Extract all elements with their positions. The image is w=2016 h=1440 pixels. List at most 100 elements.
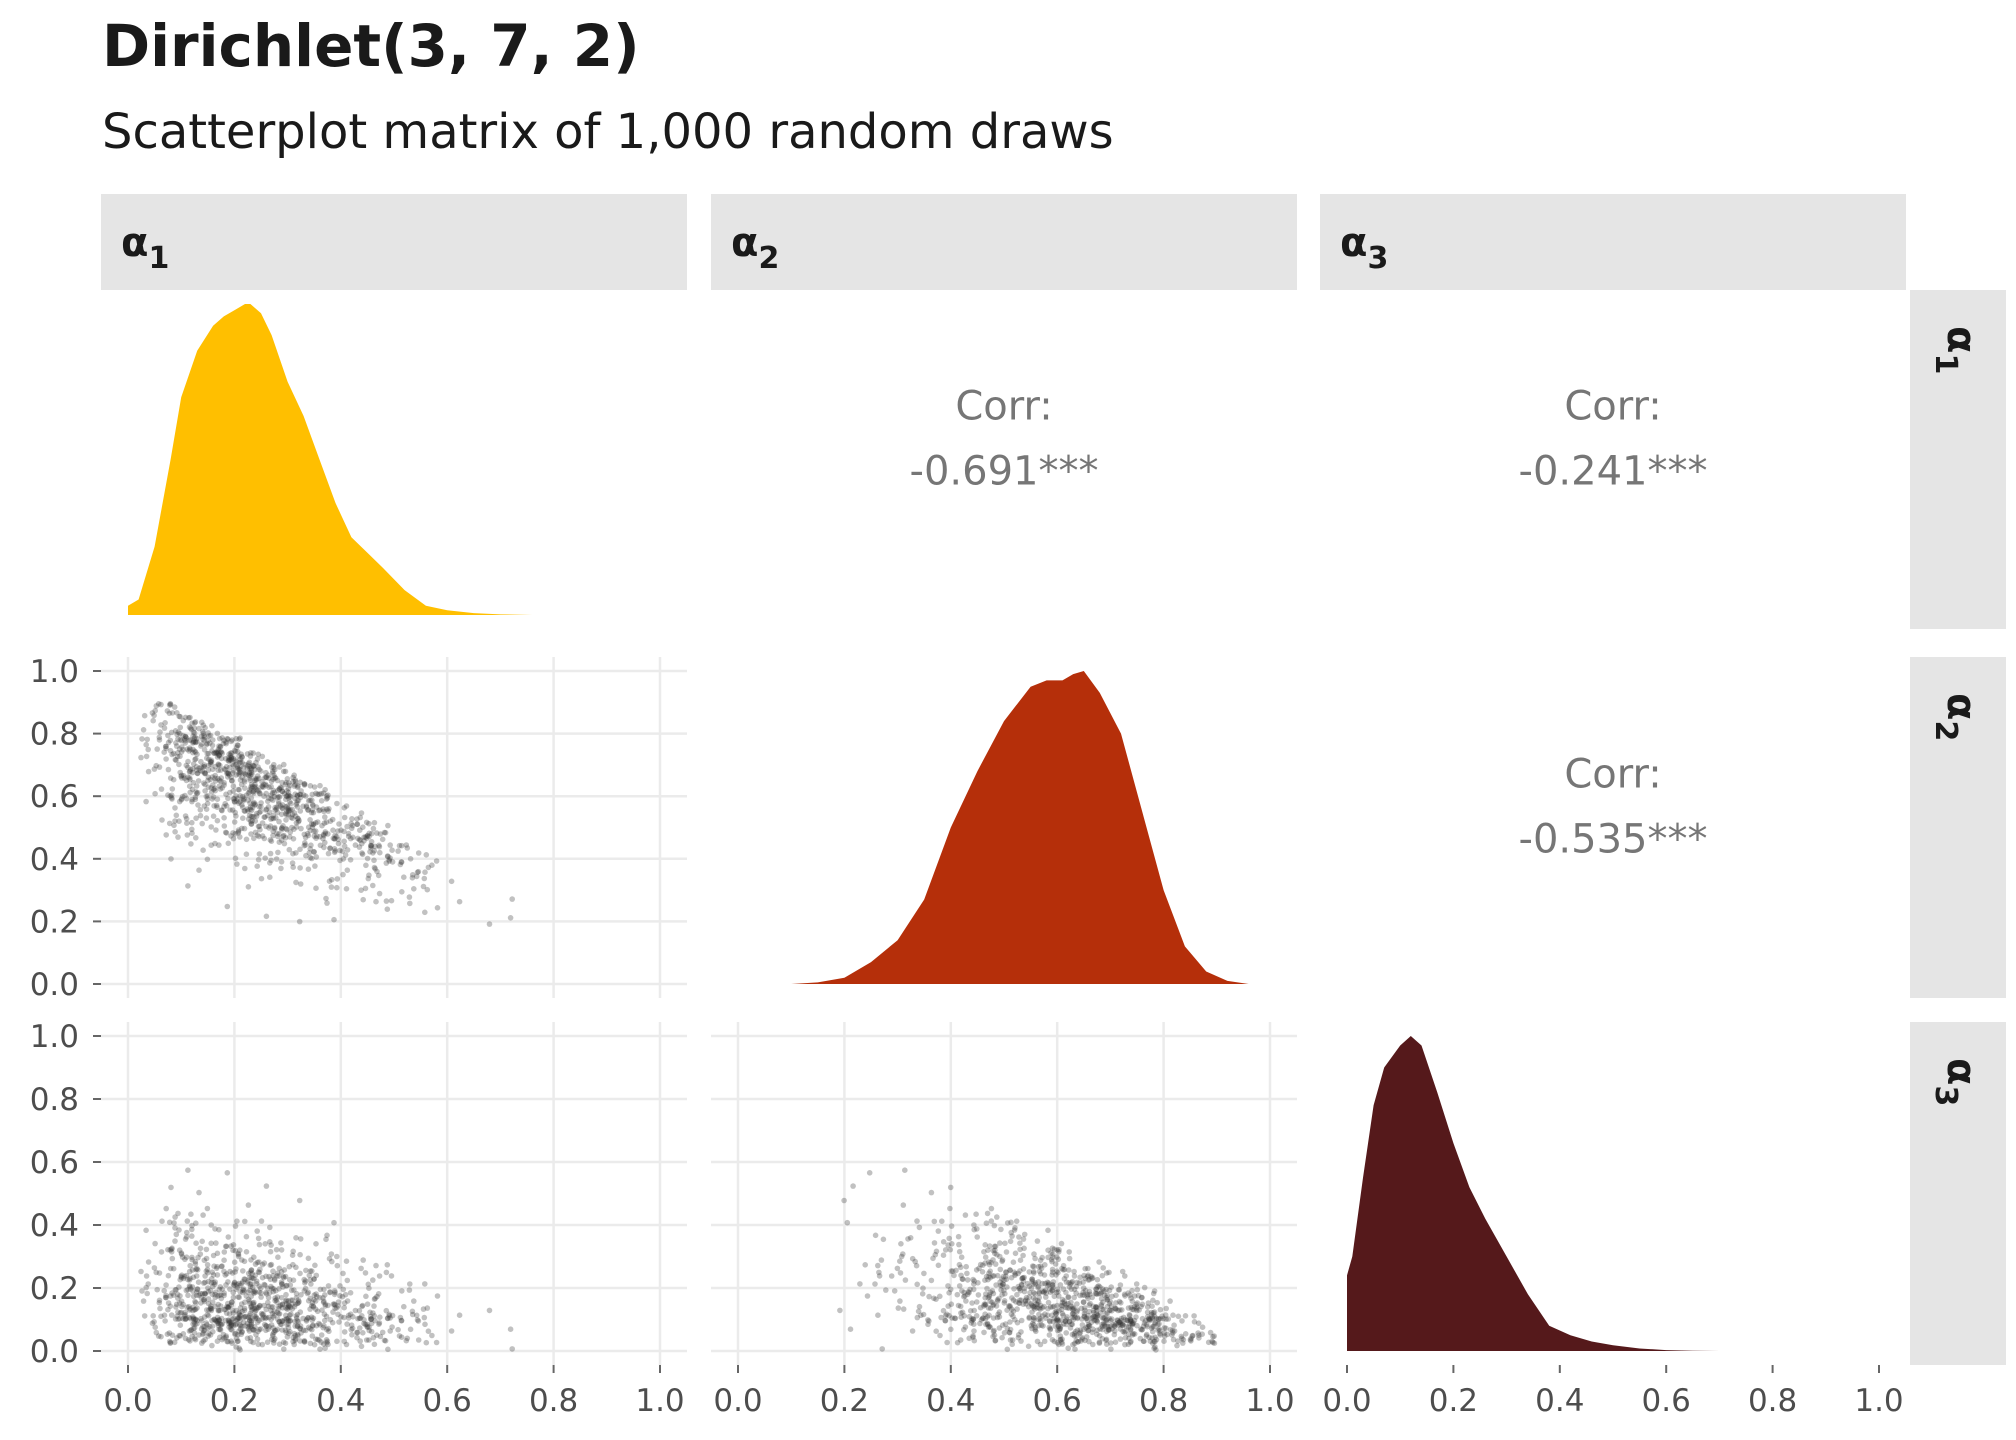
data-point [1108, 1284, 1114, 1290]
data-point [167, 1265, 174, 1272]
data-point [241, 825, 248, 832]
data-point [140, 727, 147, 733]
data-point [162, 1294, 169, 1301]
data-point [251, 1306, 258, 1312]
data-point [215, 1301, 221, 1308]
column-strip-subscript-a3: 3 [1367, 241, 1388, 276]
data-point [225, 769, 231, 776]
data-point [1163, 1325, 1169, 1331]
data-point [236, 1345, 242, 1351]
data-point [324, 793, 330, 799]
data-point [185, 883, 191, 889]
chart-subtitle: Scatterplot matrix of 1,000 random draws [102, 104, 1114, 160]
data-point [507, 915, 514, 921]
data-point [243, 1293, 250, 1299]
data-point [339, 848, 346, 854]
data-point [1063, 1304, 1069, 1311]
data-point [253, 1314, 259, 1320]
data-point [209, 742, 216, 749]
data-point [210, 794, 217, 800]
data-point [345, 1312, 352, 1319]
data-point [231, 795, 238, 802]
data-point [918, 1312, 924, 1319]
data-point [163, 745, 169, 752]
data-point [192, 1261, 199, 1267]
data-point [245, 790, 252, 796]
panel-r2-c2 [791, 671, 1249, 984]
data-point [1133, 1314, 1139, 1320]
data-point [210, 1283, 216, 1290]
data-point [1169, 1327, 1176, 1334]
data-point [250, 789, 256, 795]
data-point [1009, 1341, 1015, 1348]
data-point [247, 1281, 253, 1287]
data-point [1098, 1289, 1105, 1295]
data-point [173, 1287, 179, 1293]
data-point [1122, 1341, 1128, 1348]
data-point [214, 1318, 221, 1325]
data-point [341, 843, 348, 849]
data-point [316, 1337, 322, 1343]
data-point [287, 1312, 293, 1318]
data-point [278, 785, 285, 791]
data-point [942, 1317, 948, 1324]
data-point [1009, 1337, 1016, 1343]
data-point [323, 1313, 330, 1320]
data-point [276, 764, 283, 770]
data-point [1084, 1315, 1090, 1321]
corr-label: Corr: [1564, 752, 1661, 798]
data-point [1114, 1317, 1121, 1324]
data-point [297, 791, 303, 798]
data-point [211, 1263, 217, 1269]
data-point [241, 1314, 247, 1321]
data-point [1053, 1272, 1059, 1278]
data-point [326, 1255, 333, 1262]
data-point [1080, 1299, 1087, 1305]
data-point [290, 1248, 297, 1255]
data-point [300, 1327, 307, 1333]
data-point [1094, 1291, 1100, 1297]
data-point [187, 725, 194, 731]
data-point [271, 772, 277, 779]
data-point [325, 1302, 331, 1309]
data-point [1179, 1318, 1185, 1324]
data-point [272, 1335, 278, 1342]
data-point [258, 1326, 264, 1332]
data-point [1059, 1341, 1066, 1347]
data-point [955, 1302, 962, 1309]
data-point [368, 838, 375, 845]
data-point [1022, 1298, 1029, 1304]
data-point [341, 838, 348, 845]
data-point [1112, 1305, 1118, 1311]
data-point [279, 779, 285, 786]
data-point [245, 1323, 251, 1330]
data-point [1207, 1329, 1214, 1336]
data-point [1032, 1280, 1039, 1286]
data-point [1174, 1342, 1180, 1349]
data-point [1153, 1315, 1160, 1322]
data-point [1065, 1345, 1071, 1351]
data-point [364, 1324, 371, 1331]
data-point [190, 761, 197, 767]
data-point [252, 801, 259, 807]
data-point [1043, 1294, 1049, 1300]
data-point [307, 1340, 314, 1347]
data-point [1117, 1321, 1124, 1327]
data-point [221, 1268, 227, 1275]
data-point [293, 879, 299, 886]
data-point [234, 764, 241, 770]
data-point [1120, 1314, 1127, 1321]
data-point [1021, 1274, 1027, 1281]
data-point [257, 1266, 263, 1273]
data-point [271, 1308, 278, 1314]
data-point [971, 1321, 977, 1327]
data-point [163, 1292, 169, 1299]
data-point [1175, 1313, 1182, 1320]
data-point [222, 829, 229, 836]
data-point [297, 791, 304, 798]
data-point [182, 792, 188, 799]
data-point [364, 832, 371, 839]
data-point [307, 854, 314, 861]
data-point [340, 871, 346, 878]
data-point [203, 1246, 210, 1253]
